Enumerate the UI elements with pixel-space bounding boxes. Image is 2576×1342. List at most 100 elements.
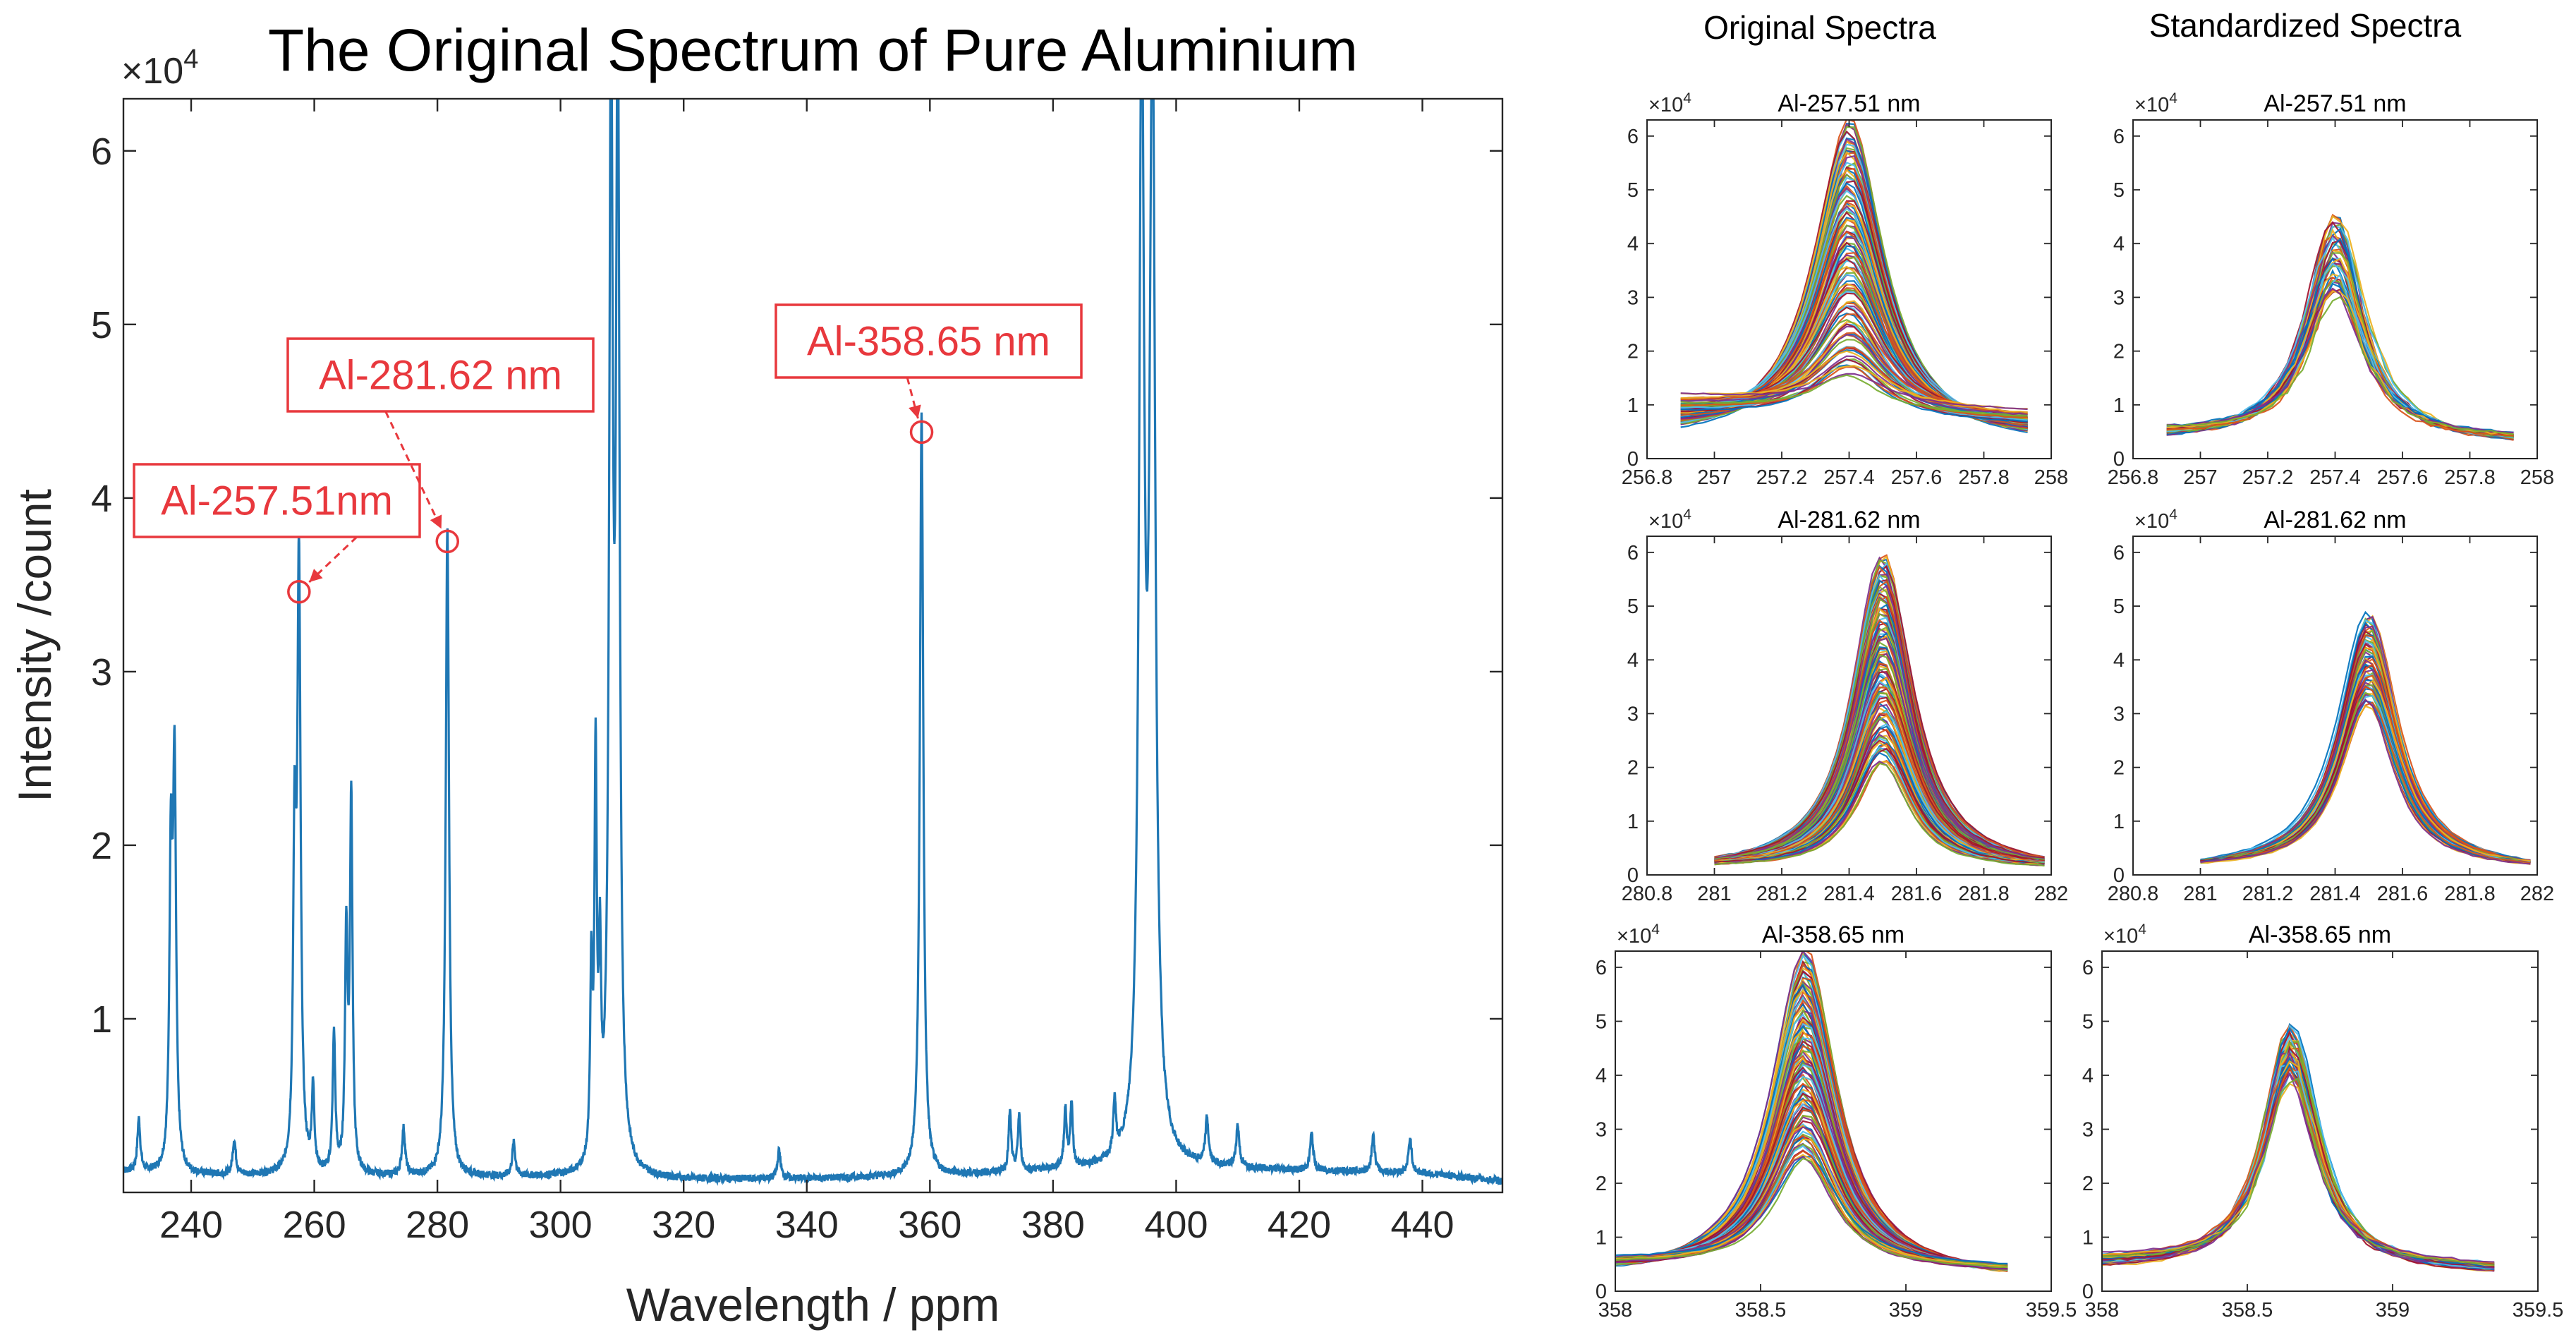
subplot-y-tick-label: 0: [2113, 864, 2125, 887]
subplot-y-tick-label: 2: [2113, 341, 2125, 363]
spectrum-series-line: [2102, 1060, 2495, 1267]
spectrum-series-line: [2200, 691, 2531, 864]
main-y-tick-label: 1: [91, 998, 112, 1041]
spectrum-series-line: [2102, 1058, 2495, 1268]
spectrum-series-line: [1615, 1099, 2008, 1267]
spectrum-series-line: [2102, 1068, 2495, 1265]
spectrum-series-line: [2200, 699, 2531, 864]
spectrum-series-line: [1615, 1103, 2008, 1266]
spectrum-series-line: [1680, 350, 2028, 413]
spectrum-series-line: [2166, 276, 2514, 436]
subplot-y-tick-label: 0: [1596, 1281, 1607, 1303]
spectrum-series-line: [1714, 593, 2045, 859]
main-x-tick-label: 240: [159, 1204, 223, 1246]
column-title-standardized: Standardized Spectra: [2149, 7, 2462, 44]
spectrum-series-line: [1680, 162, 2028, 430]
spectrum-series-line: [1714, 586, 2045, 859]
main-chart-title: The Original Spectrum of Pure Aluminium: [268, 17, 1358, 83]
subplot-x-tick-label: 359.5: [2026, 1299, 2077, 1322]
spectrum-series-line: [2102, 1072, 2495, 1266]
main-x-tick-label: 360: [898, 1204, 961, 1246]
subplot-y-tick-label: 0: [2082, 1281, 2094, 1303]
spectrum-series-line: [1680, 365, 2028, 418]
subplot-x-tick-label: 258: [2520, 466, 2554, 489]
spectrum-series-line: [2166, 288, 2514, 436]
subplot-y-tick-label: 4: [1627, 233, 1639, 255]
spectrum-series-line: [2166, 273, 2514, 435]
subplot-x-tick-label: 281: [2183, 883, 2217, 905]
spectrum-series-line: [2102, 1082, 2495, 1264]
subplot-x-tick-label: 358.5: [2222, 1299, 2273, 1322]
subplot-y-tick-label: 5: [2113, 596, 2125, 618]
column-title-original: Original Spectra: [1703, 9, 1936, 46]
main-spectrum-line: [123, 99, 1502, 1186]
subplot-y-tick-label: 2: [1627, 341, 1639, 363]
spectrum-series-line: [2200, 694, 2531, 864]
subplot-frame: [2132, 119, 2538, 459]
subplot-x-tick-label: 257: [1697, 466, 1731, 489]
subplot-x-tick-label: 281.4: [1823, 883, 1875, 905]
subplot-title: Al-281.62 nm: [1778, 507, 1920, 533]
subplot-title: Al-281.62 nm: [2264, 507, 2406, 533]
subplot-y-exponent-base: ×10: [1617, 925, 1651, 948]
main-x-tick-label: 300: [529, 1204, 593, 1246]
subplot-y-tick-label: 3: [2113, 703, 2125, 725]
spectrum-series-line: [2166, 223, 2514, 439]
main-x-tick-label: 320: [652, 1204, 715, 1246]
subplot-y-exponent-power: 4: [2138, 921, 2146, 938]
spectrum-series-line: [2200, 688, 2531, 864]
spectrum-series-line: [1714, 762, 2045, 867]
subplot-y-tick-label: 0: [2113, 448, 2125, 471]
spectrum-series-line: [1714, 653, 2045, 862]
subplot-x-tick-label: 257.2: [2242, 466, 2294, 489]
spectrum-series-line: [2166, 265, 2514, 435]
subplot-x-tick-label: 258: [2034, 466, 2068, 489]
subplot-title: Al-257.51 nm: [1778, 90, 1920, 117]
spectrum-series-line: [1680, 374, 2028, 417]
subplot-y-tick-label: 0: [1627, 864, 1639, 887]
subplot-x-tick-label: 281: [1697, 883, 1731, 905]
spectrum-series-line: [1615, 1156, 2008, 1270]
main-x-tick-label: 420: [1268, 1204, 1331, 1246]
subplot-x-tick-label: 358: [2085, 1299, 2119, 1322]
subplot-y-tick-label: 4: [2113, 649, 2125, 672]
annotation-peak-marker: [435, 529, 460, 554]
subplot-y-exponent-label: ×104: [2134, 90, 2177, 116]
spectrum-series-line: [1714, 696, 2045, 864]
main-x-axis-label: Wavelength / ppm: [626, 1278, 1000, 1331]
main-y-exponent-label: ×104: [121, 44, 198, 92]
main-x-tick-label: 400: [1144, 1204, 1208, 1246]
annotation-label: Al-358.65 nm: [807, 319, 1050, 365]
subplot-y-exponent-label: ×104: [1648, 507, 1691, 533]
subplot-x-tick-label: 280.8: [1622, 883, 1673, 905]
subplot-frame: [1615, 950, 2052, 1292]
annotation-peak-marker: [287, 579, 311, 604]
subplot-x-tick-label: 281.4: [2309, 883, 2361, 905]
subplot-y-tick-label: 1: [2113, 394, 2125, 417]
spectrum-series-line: [2200, 684, 2531, 864]
subplot-y-tick-label: 6: [1627, 126, 1639, 148]
subplot-y-exponent-base: ×10: [2103, 925, 2138, 948]
subplot-x-tick-label: 256.8: [2108, 466, 2159, 489]
annotation-arrow: [384, 411, 443, 529]
spectrum-series-line: [1714, 574, 2045, 859]
main-y-exponent-base: ×10: [121, 51, 183, 92]
spectrum-series-line: [2200, 705, 2531, 865]
spectrum-series-line: [2102, 1072, 2495, 1263]
spectrum-series-line: [1615, 1125, 2008, 1268]
subplot-x-tick-label: 281.8: [2444, 883, 2496, 905]
subplot-x-tick-label: 257.4: [2309, 466, 2361, 489]
spectrum-series-line: [1615, 1157, 2008, 1269]
main-plot-frame: [122, 97, 1504, 1194]
spectrum-series-line: [2166, 221, 2514, 438]
subplot-y-exponent-power: 4: [1651, 921, 1660, 938]
subplot-x-tick-label: 257.6: [1891, 466, 1943, 489]
annotation-arrowhead: [309, 569, 323, 582]
subplot-x-tick-label: 257.8: [2444, 466, 2496, 489]
subplot-y-tick-label: 2: [2082, 1173, 2094, 1195]
annotation-box: [774, 303, 1083, 379]
